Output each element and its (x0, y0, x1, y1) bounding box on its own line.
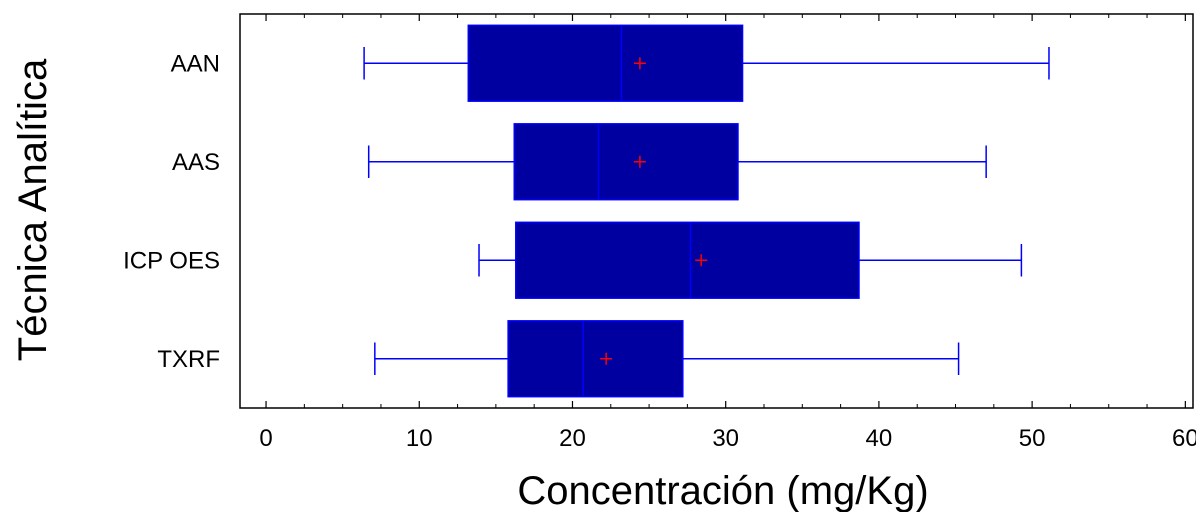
category-label-icp-oes: ICP OES (123, 247, 220, 274)
x-tick-label: 60 (1172, 425, 1196, 452)
category-labels-layer: AAN AAS ICP OES TXRF (123, 50, 220, 373)
category-label-aan: AAN (171, 50, 220, 77)
boxes-layer (364, 25, 1049, 396)
box-group-aan (364, 25, 1049, 101)
box-iqr (516, 222, 859, 298)
category-label-aas: AAS (172, 149, 220, 176)
x-axis-title: Concentración (mg/Kg) (517, 469, 928, 512)
x-tick-label: 40 (866, 425, 893, 452)
box-iqr (508, 321, 683, 397)
box-iqr (514, 124, 738, 200)
box-group-txrf (375, 321, 959, 397)
x-tick-label: 0 (259, 425, 272, 452)
x-tick-label: 30 (712, 425, 739, 452)
box-group-aas (369, 124, 986, 200)
category-label-txrf: TXRF (157, 346, 220, 373)
box-group-icp-oes (479, 222, 1021, 298)
x-tick-label: 10 (406, 425, 433, 452)
x-tick-label: 50 (1019, 425, 1046, 452)
box-iqr (468, 25, 742, 101)
x-tick-label: 20 (559, 425, 586, 452)
y-axis-title: Técnica Analítica (11, 58, 55, 361)
